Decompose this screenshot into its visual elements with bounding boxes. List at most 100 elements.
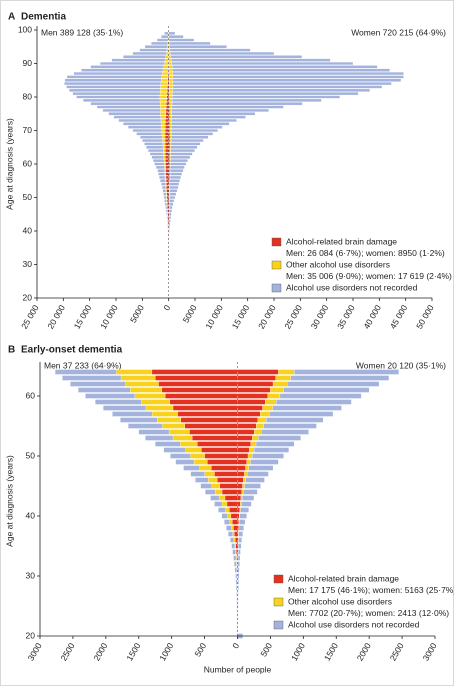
bar-segment [194, 460, 207, 465]
bar-segment [172, 65, 377, 68]
bar-segment [123, 55, 165, 58]
bar-segment [170, 49, 250, 52]
bar-segment [164, 196, 166, 199]
bar-segment [228, 514, 231, 519]
bar-segment [246, 466, 249, 471]
bar-segment [170, 189, 177, 192]
bar-segment [238, 460, 247, 465]
bar-segment [242, 496, 254, 501]
bar-segment [163, 143, 165, 146]
bar-segment [238, 448, 250, 453]
bar-segment [166, 163, 169, 166]
legend-swatch [274, 575, 283, 583]
bar-segment [238, 376, 276, 381]
y-tick-label: 60 [23, 158, 33, 168]
bar-segment [66, 86, 160, 89]
bar-segment [238, 412, 261, 417]
bar-segment [238, 388, 271, 393]
bar-segment [152, 156, 164, 159]
bar-segment [165, 159, 168, 162]
bar-segment [164, 159, 165, 162]
bar-segment [165, 176, 166, 179]
bar-segment [247, 472, 268, 477]
bar-segment [165, 143, 169, 146]
bar-segment [169, 59, 172, 62]
bar-segment [173, 72, 404, 75]
legend-label: Alcohol use disorders not recorded [286, 282, 418, 292]
bar-segment [245, 484, 261, 489]
bar-segment [100, 62, 164, 65]
bar-segment [165, 203, 167, 206]
bar-segment [252, 454, 283, 459]
y-tick-label: 20 [26, 630, 36, 640]
women-label: Women 20 120 (35·1%) [356, 360, 446, 370]
bar-segment [278, 370, 294, 375]
bar-segment [240, 508, 241, 513]
bar-segment [238, 562, 240, 567]
bar-segment [166, 206, 167, 209]
bar-segment [233, 532, 235, 537]
bar-segment [169, 42, 210, 45]
bar-segment [238, 394, 268, 399]
bar-segment [161, 82, 168, 85]
bar-segment [172, 106, 284, 109]
bar-segment [166, 186, 168, 189]
bar-segment [165, 179, 166, 182]
bar-segment [170, 183, 179, 186]
bar-segment [170, 186, 178, 189]
bar-segment [170, 193, 176, 196]
bar-segment [240, 514, 247, 519]
bar-segment [166, 176, 169, 179]
bar-segment [142, 139, 162, 142]
bar-segment [95, 400, 141, 405]
bar-segment [205, 472, 215, 477]
bar-segment [83, 99, 160, 102]
legend-swatch [272, 261, 281, 269]
bar-segment [170, 149, 171, 152]
bar-segment [167, 220, 168, 223]
bar-segment [160, 92, 167, 95]
bar-segment [241, 496, 242, 501]
legend-note: Men: 35 006 (9·0%); women: 17 619 (2·4%) [286, 271, 452, 281]
y-tick-label: 90 [23, 58, 33, 68]
bar-segment [73, 92, 160, 95]
bar-segment [167, 96, 169, 99]
bar-segment [243, 478, 245, 483]
bar-segment [222, 502, 227, 507]
legend-label: Alcohol-related brain damage [286, 236, 397, 246]
bar-segment [172, 99, 321, 102]
bar-segment [165, 129, 169, 132]
bar-segment [155, 376, 237, 381]
bar-segment [234, 562, 236, 567]
bar-segment [211, 496, 220, 501]
bar-segment [173, 436, 192, 441]
bar-segment [238, 430, 255, 435]
bar-segment [291, 376, 389, 381]
bar-segment [160, 99, 167, 102]
bar-segment [165, 149, 168, 152]
y-tick-label: 40 [23, 225, 33, 235]
y-tick-label: 30 [23, 259, 33, 269]
y-axis-label: Age at diagnosis (years) [4, 118, 14, 210]
bar-segment [121, 376, 155, 381]
bar-segment [238, 586, 239, 591]
bar-segment [77, 96, 160, 99]
bar-segment [133, 52, 166, 55]
bar-segment [173, 79, 401, 82]
bar-segment [169, 76, 173, 79]
bar-segment [133, 129, 162, 132]
bar-segment [238, 370, 279, 375]
bar-segment [224, 520, 229, 525]
bar-segment [148, 149, 163, 152]
bar-segment [169, 62, 172, 65]
bar-segment [166, 166, 169, 169]
bar-segment [166, 109, 169, 112]
bar-segment [239, 520, 245, 525]
bar-segment [172, 116, 246, 119]
bar-segment [238, 496, 241, 501]
bar-segment [161, 35, 168, 38]
bar-segment [152, 370, 238, 375]
bar-segment [152, 412, 177, 417]
bar-segment [167, 189, 169, 192]
